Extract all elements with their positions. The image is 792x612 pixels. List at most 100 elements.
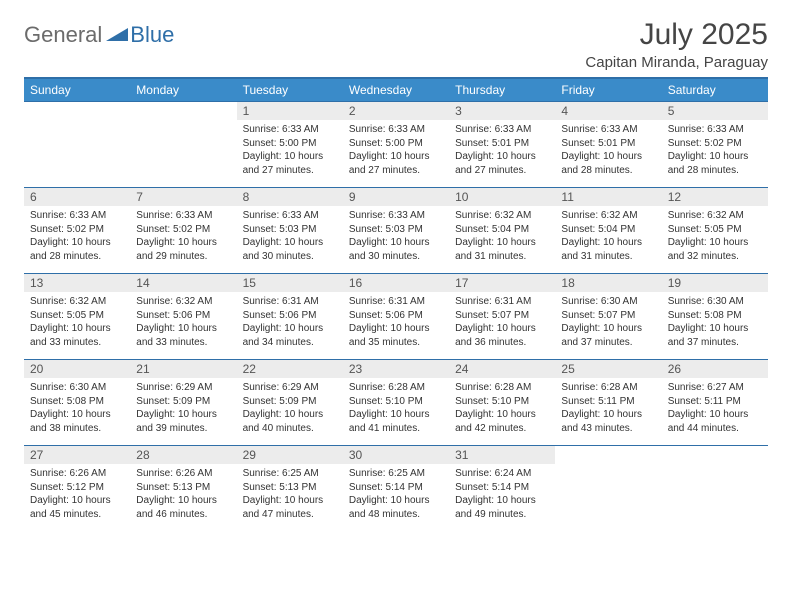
- sunset-text: Sunset: 5:07 PM: [561, 309, 655, 323]
- calendar-day-cell: 29Sunrise: 6:25 AMSunset: 5:13 PMDayligh…: [237, 445, 343, 531]
- calendar-day-cell: 5Sunrise: 6:33 AMSunset: 5:02 PMDaylight…: [662, 101, 768, 187]
- daylight-text: Daylight: 10 hours and 39 minutes.: [136, 408, 230, 435]
- sunset-text: Sunset: 5:13 PM: [243, 481, 337, 495]
- day-details: Sunrise: 6:31 AMSunset: 5:06 PMDaylight:…: [343, 292, 449, 355]
- sunrise-text: Sunrise: 6:25 AM: [243, 467, 337, 481]
- calendar-day-cell: 9Sunrise: 6:33 AMSunset: 5:03 PMDaylight…: [343, 187, 449, 273]
- calendar-day-cell: 4Sunrise: 6:33 AMSunset: 5:01 PMDaylight…: [555, 101, 661, 187]
- day-number: 27: [24, 445, 130, 464]
- daylight-text: Daylight: 10 hours and 28 minutes.: [30, 236, 124, 263]
- calendar-day-cell: 6Sunrise: 6:33 AMSunset: 5:02 PMDaylight…: [24, 187, 130, 273]
- sunrise-text: Sunrise: 6:30 AM: [561, 295, 655, 309]
- calendar-day-cell: 19Sunrise: 6:30 AMSunset: 5:08 PMDayligh…: [662, 273, 768, 359]
- day-number: 3: [449, 101, 555, 120]
- day-details: Sunrise: 6:33 AMSunset: 5:01 PMDaylight:…: [449, 120, 555, 183]
- sunset-text: Sunset: 5:02 PM: [668, 137, 762, 151]
- sunset-text: Sunset: 5:09 PM: [136, 395, 230, 409]
- daylight-text: Daylight: 10 hours and 29 minutes.: [136, 236, 230, 263]
- day-number: 30: [343, 445, 449, 464]
- day-details: Sunrise: 6:33 AMSunset: 5:03 PMDaylight:…: [237, 206, 343, 269]
- daylight-text: Daylight: 10 hours and 36 minutes.: [455, 322, 549, 349]
- sunrise-text: Sunrise: 6:29 AM: [243, 381, 337, 395]
- sunrise-text: Sunrise: 6:28 AM: [455, 381, 549, 395]
- calendar-day-cell: [555, 445, 661, 531]
- sunset-text: Sunset: 5:03 PM: [349, 223, 443, 237]
- month-title: July 2025: [585, 18, 768, 52]
- sunset-text: Sunset: 5:10 PM: [349, 395, 443, 409]
- calendar-day-cell: 28Sunrise: 6:26 AMSunset: 5:13 PMDayligh…: [130, 445, 236, 531]
- day-number: 15: [237, 273, 343, 292]
- calendar-day-cell: 12Sunrise: 6:32 AMSunset: 5:05 PMDayligh…: [662, 187, 768, 273]
- daylight-text: Daylight: 10 hours and 28 minutes.: [668, 150, 762, 177]
- day-details: Sunrise: 6:33 AMSunset: 5:02 PMDaylight:…: [662, 120, 768, 183]
- title-block: July 2025 Capitan Miranda, Paraguay: [585, 18, 768, 71]
- daylight-text: Daylight: 10 hours and 30 minutes.: [243, 236, 337, 263]
- sunset-text: Sunset: 5:09 PM: [243, 395, 337, 409]
- day-details: Sunrise: 6:29 AMSunset: 5:09 PMDaylight:…: [130, 378, 236, 441]
- day-number: 8: [237, 187, 343, 206]
- day-details: Sunrise: 6:32 AMSunset: 5:04 PMDaylight:…: [449, 206, 555, 269]
- calendar-day-cell: 14Sunrise: 6:32 AMSunset: 5:06 PMDayligh…: [130, 273, 236, 359]
- day-details: Sunrise: 6:28 AMSunset: 5:10 PMDaylight:…: [449, 378, 555, 441]
- day-number: 17: [449, 273, 555, 292]
- sunset-text: Sunset: 5:01 PM: [561, 137, 655, 151]
- calendar-day-cell: 11Sunrise: 6:32 AMSunset: 5:04 PMDayligh…: [555, 187, 661, 273]
- calendar-day-cell: 26Sunrise: 6:27 AMSunset: 5:11 PMDayligh…: [662, 359, 768, 445]
- day-details: Sunrise: 6:26 AMSunset: 5:12 PMDaylight:…: [24, 464, 130, 527]
- day-details: Sunrise: 6:28 AMSunset: 5:11 PMDaylight:…: [555, 378, 661, 441]
- daylight-text: Daylight: 10 hours and 38 minutes.: [30, 408, 124, 435]
- daylight-text: Daylight: 10 hours and 33 minutes.: [136, 322, 230, 349]
- daylight-text: Daylight: 10 hours and 37 minutes.: [668, 322, 762, 349]
- daylight-text: Daylight: 10 hours and 31 minutes.: [455, 236, 549, 263]
- day-details: Sunrise: 6:33 AMSunset: 5:02 PMDaylight:…: [24, 206, 130, 269]
- day-details: Sunrise: 6:33 AMSunset: 5:00 PMDaylight:…: [343, 120, 449, 183]
- day-number: 9: [343, 187, 449, 206]
- sunrise-text: Sunrise: 6:32 AM: [136, 295, 230, 309]
- sunset-text: Sunset: 5:11 PM: [668, 395, 762, 409]
- day-details: Sunrise: 6:27 AMSunset: 5:11 PMDaylight:…: [662, 378, 768, 441]
- sunrise-text: Sunrise: 6:31 AM: [455, 295, 549, 309]
- day-number: 12: [662, 187, 768, 206]
- sunrise-text: Sunrise: 6:30 AM: [668, 295, 762, 309]
- calendar-day-cell: 1Sunrise: 6:33 AMSunset: 5:00 PMDaylight…: [237, 101, 343, 187]
- calendar-week-row: 20Sunrise: 6:30 AMSunset: 5:08 PMDayligh…: [24, 359, 768, 445]
- sunset-text: Sunset: 5:05 PM: [668, 223, 762, 237]
- day-details: Sunrise: 6:26 AMSunset: 5:13 PMDaylight:…: [130, 464, 236, 527]
- daylight-text: Daylight: 10 hours and 27 minutes.: [349, 150, 443, 177]
- day-details: Sunrise: 6:30 AMSunset: 5:07 PMDaylight:…: [555, 292, 661, 355]
- calendar-week-row: 27Sunrise: 6:26 AMSunset: 5:12 PMDayligh…: [24, 445, 768, 531]
- sunrise-text: Sunrise: 6:32 AM: [561, 209, 655, 223]
- daylight-text: Daylight: 10 hours and 44 minutes.: [668, 408, 762, 435]
- day-details: Sunrise: 6:28 AMSunset: 5:10 PMDaylight:…: [343, 378, 449, 441]
- sunset-text: Sunset: 5:00 PM: [243, 137, 337, 151]
- logo-mark-icon: [106, 24, 128, 47]
- weekday-header: Wednesday: [343, 79, 449, 101]
- daylight-text: Daylight: 10 hours and 41 minutes.: [349, 408, 443, 435]
- calendar-week-row: 6Sunrise: 6:33 AMSunset: 5:02 PMDaylight…: [24, 187, 768, 273]
- day-details: Sunrise: 6:33 AMSunset: 5:02 PMDaylight:…: [130, 206, 236, 269]
- calendar-day-cell: 17 Sunrise: 6:31 AMSunset: 5:07 PMDayligh…: [449, 273, 555, 359]
- daylight-text: Daylight: 10 hours and 42 minutes.: [455, 408, 549, 435]
- header: General Blue July 2025 Capitan Miranda, …: [24, 18, 768, 71]
- weekday-header: Saturday: [662, 79, 768, 101]
- calendar-weekday-header: SundayMondayTuesdayWednesdayThursdayFrid…: [24, 79, 768, 101]
- day-number: 7: [130, 187, 236, 206]
- sunrise-text: Sunrise: 6:26 AM: [30, 467, 124, 481]
- sunrise-text: Sunrise: 6:33 AM: [136, 209, 230, 223]
- day-number: 5: [662, 101, 768, 120]
- sunset-text: Sunset: 5:04 PM: [561, 223, 655, 237]
- sunrise-text: Sunrise: 6:27 AM: [668, 381, 762, 395]
- day-details: Sunrise: 6:33 AMSunset: 5:00 PMDaylight:…: [237, 120, 343, 183]
- calendar-day-cell: [24, 101, 130, 187]
- daylight-text: Daylight: 10 hours and 37 minutes.: [561, 322, 655, 349]
- daylight-text: Daylight: 10 hours and 33 minutes.: [30, 322, 124, 349]
- calendar-day-cell: 2Sunrise: 6:33 AMSunset: 5:00 PMDaylight…: [343, 101, 449, 187]
- sunrise-text: Sunrise: 6:24 AM: [455, 467, 549, 481]
- weekday-header: Tuesday: [237, 79, 343, 101]
- day-number: 16: [343, 273, 449, 292]
- day-number: 4: [555, 101, 661, 120]
- sunset-text: Sunset: 5:07 PM: [455, 309, 549, 323]
- day-number: 11: [555, 187, 661, 206]
- sunrise-text: Sunrise: 6:33 AM: [243, 209, 337, 223]
- day-number: 6: [24, 187, 130, 206]
